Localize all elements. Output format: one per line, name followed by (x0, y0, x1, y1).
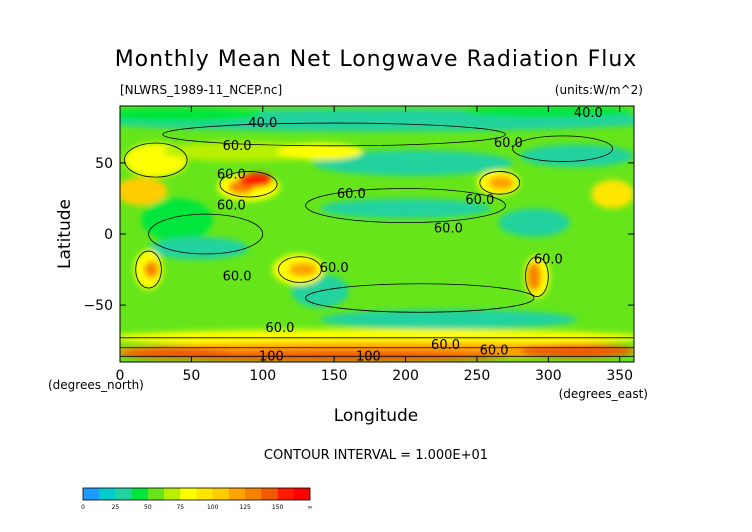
fill-region (120, 107, 263, 122)
colorbar: 0 25 50 75 100 125 150 ∞ (81, 487, 313, 511)
colorbar-swatch (293, 488, 311, 500)
colorbar-swatch (245, 488, 262, 500)
x-tick-label: 150 (321, 368, 348, 384)
fill-region (519, 144, 634, 168)
y-unit-label: (degrees_north) (48, 378, 144, 392)
colorbar-tick-label: 100 (207, 504, 219, 511)
contour-label: 100 (356, 349, 381, 364)
y-tick-label: −50 (83, 298, 113, 314)
x-tick-label: 100 (249, 368, 276, 384)
x-axis-title: Longitude (334, 406, 419, 426)
colorbar-swatch (99, 488, 116, 500)
contour-label: 100 (259, 349, 284, 364)
colorbar-swatch (261, 488, 278, 500)
contour-label: 60.0 (337, 187, 366, 202)
contour-label: 60.0 (434, 221, 463, 236)
colorbar-tick-label: 0 (81, 504, 85, 511)
colorbar-swatch (212, 488, 230, 500)
x-tick-label: 0 (116, 368, 125, 384)
fill-region (519, 343, 634, 358)
colorbar-tick-label: 150 (272, 504, 284, 511)
fill-region (498, 208, 570, 237)
chart-title: Monthly Mean Net Longwave Radiation Flux (115, 47, 638, 72)
contour-line (123, 142, 188, 178)
colorbar-tick-label: ∞ (308, 504, 313, 511)
fill-region (141, 198, 213, 242)
fill-region (238, 172, 273, 188)
contour-label: 60.0 (465, 193, 494, 208)
colorbar-swatch (83, 488, 100, 500)
colorbar-tick-label: 125 (239, 504, 251, 511)
x-tick-label: 50 (182, 368, 200, 384)
colorbar-swatch (164, 488, 181, 500)
colorbar-frame (82, 487, 311, 501)
x-axis-ticks: 0 50 100 150 200 250 300 350 (116, 106, 633, 384)
contour-label: 60.0 (223, 270, 252, 285)
fill-region (277, 142, 363, 161)
fill-region (148, 236, 249, 260)
contour-line (162, 122, 506, 147)
fill-region (144, 261, 159, 279)
x-tick-label: 200 (392, 368, 419, 384)
y-tick-label: 0 (104, 227, 113, 243)
contour-line (512, 135, 613, 162)
contour-label: 60.0 (217, 167, 246, 182)
contour-label: 60.0 (431, 338, 460, 353)
x-tick-label: 300 (535, 368, 562, 384)
contour-interval-label: CONTOUR INTERVAL = 1.000E+01 (264, 448, 488, 463)
contour-line (278, 256, 322, 283)
contour-line (305, 188, 506, 224)
colorbar-swatch (196, 488, 214, 500)
contour-label: 60.0 (265, 321, 294, 336)
contour-line (135, 250, 162, 289)
x-unit-label: (degrees_east) (559, 387, 648, 401)
contour-line (305, 283, 535, 313)
colorbar-swatch (115, 488, 132, 500)
contour-label: 60.0 (534, 253, 563, 268)
fill-region (591, 179, 634, 209)
x-tick-label: 350 (606, 368, 633, 384)
contour-label: 40.0 (248, 116, 277, 131)
contour-labels: 40.040.060.0 60.060.060.060.0 60.060.060.0… (217, 106, 603, 364)
y-axis-ticks: 50 0 −50 (83, 156, 634, 314)
colorbar-swatch (180, 488, 197, 500)
colorbar-swatch (228, 488, 246, 500)
contour-label: 60.0 (480, 344, 509, 359)
y-tick-label: 50 (95, 156, 113, 172)
colorbar-swatch (277, 488, 295, 500)
fill-region (319, 309, 577, 330)
contour-label: 40.0 (574, 106, 603, 121)
y-axis-title: Latitude (55, 199, 75, 269)
fill-region (319, 198, 492, 219)
colorbar-tick-label: 25 (112, 504, 120, 511)
fill-region (488, 175, 515, 190)
contour-label: 60.0 (494, 136, 523, 151)
contour-label: 60.0 (320, 261, 349, 276)
contour-label: 60.0 (217, 199, 246, 214)
fill-region (120, 347, 235, 360)
contour-label: 60.0 (223, 139, 252, 154)
contour-line (219, 171, 278, 198)
x-tick-label: 250 (464, 368, 491, 384)
fill-region (162, 141, 320, 162)
fill-region (120, 177, 168, 206)
contour-line (479, 171, 521, 195)
colorbar-tick-label: 75 (176, 504, 184, 511)
contour-line (525, 256, 549, 297)
units-label: (units:W/m^2) (555, 83, 643, 97)
fill-region (312, 150, 513, 176)
colorbar-swatch (147, 488, 165, 500)
colorbar-swatch (131, 488, 149, 500)
contour-line (148, 213, 264, 255)
fill-region (288, 262, 318, 277)
file-label: [NLWRS_1989-11_NCEP.nc] (120, 83, 282, 97)
contour-field: 40.040.060.0 60.060.060.060.0 60.060.060.0… (120, 106, 634, 364)
colorbar-tick-label: 50 (144, 504, 152, 511)
fill-regions (120, 106, 634, 362)
fill-region (526, 262, 542, 291)
